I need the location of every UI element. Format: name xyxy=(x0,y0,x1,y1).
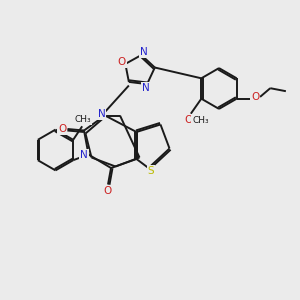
Text: S: S xyxy=(148,166,154,176)
Text: O: O xyxy=(251,92,260,102)
Text: O: O xyxy=(58,124,66,134)
Text: CH₃: CH₃ xyxy=(74,115,91,124)
Text: N: N xyxy=(98,109,105,119)
Text: O: O xyxy=(184,115,193,125)
Text: O: O xyxy=(104,186,112,196)
Text: CH₃: CH₃ xyxy=(192,116,209,125)
Text: N: N xyxy=(80,149,88,160)
Text: O: O xyxy=(118,57,126,68)
Text: N: N xyxy=(142,83,149,93)
Text: N: N xyxy=(140,47,148,57)
